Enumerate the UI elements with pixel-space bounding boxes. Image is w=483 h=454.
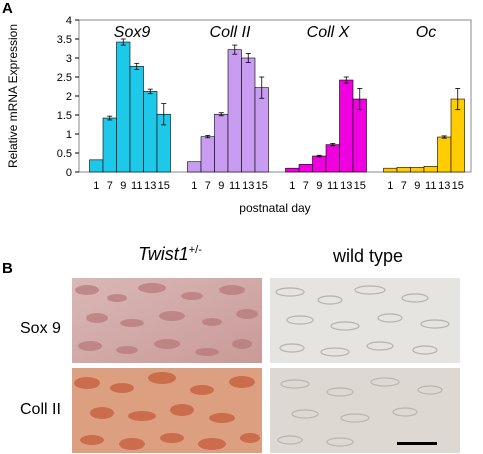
bar xyxy=(89,159,104,173)
x-tick-label: 9 xyxy=(120,180,126,192)
y-tick-label: 1.5 xyxy=(57,110,72,122)
y-tick-label: 0 xyxy=(66,167,72,179)
y-tick-label: 2.5 xyxy=(57,72,72,84)
x-tick-label: 7 xyxy=(107,180,113,192)
x-tick-label: 1 xyxy=(387,180,393,192)
row-label-sox9: Sox 9 xyxy=(20,320,61,337)
bar xyxy=(410,167,425,173)
group-title: Sox9 xyxy=(114,24,151,41)
x-tick-label: 13 xyxy=(242,180,254,192)
bar xyxy=(325,144,340,173)
bar xyxy=(129,66,144,173)
x-tick-label: 13 xyxy=(144,180,156,192)
y-tick-label: 2 xyxy=(66,91,72,103)
panel-a-label: A xyxy=(2,0,13,17)
bar xyxy=(312,155,327,173)
x-tick-label: 11 xyxy=(327,180,338,192)
bar xyxy=(396,167,411,173)
y-tick-label: 1 xyxy=(66,129,72,141)
bar xyxy=(254,87,269,173)
x-tick-label: 1 xyxy=(289,180,295,192)
y-tick-label: 3.5 xyxy=(57,34,72,46)
bar xyxy=(200,136,215,173)
micrograph-twist1-coll-ii xyxy=(72,368,262,453)
bar xyxy=(285,167,300,173)
y-tick-label: 4 xyxy=(66,15,72,27)
bar xyxy=(187,161,202,173)
bar xyxy=(214,113,229,173)
x-tick-label: 15 xyxy=(354,180,366,192)
x-tick-label: 11 xyxy=(131,180,142,192)
bar xyxy=(227,49,242,173)
x-axis-label: postnatal day xyxy=(239,201,310,215)
column-title-wild-type: wild type xyxy=(332,246,404,266)
bar xyxy=(102,117,117,173)
column-title-twist1: Twist1+/- xyxy=(70,244,270,265)
x-tick-label: 9 xyxy=(218,180,224,192)
x-tick-label: 1 xyxy=(93,180,99,192)
bar xyxy=(241,57,256,173)
row-label-coll-ii: Coll II xyxy=(20,401,61,418)
group-title: Oc xyxy=(416,24,436,41)
bar xyxy=(437,136,452,173)
x-tick-label: 9 xyxy=(316,180,322,192)
column-title-twist1-main: Twist1 xyxy=(138,244,189,264)
micrograph-wildtype-sox9 xyxy=(270,278,460,363)
bar xyxy=(383,167,398,173)
group-title: Coll X xyxy=(307,24,351,41)
panel-b-label: B xyxy=(2,260,13,277)
bar xyxy=(298,164,313,173)
bar xyxy=(143,91,158,173)
x-tick-label: 13 xyxy=(340,180,352,192)
x-tick-label: 9 xyxy=(414,180,420,192)
x-tick-label: 11 xyxy=(425,180,436,192)
expression-bar-chart: 0 0.5 1 1.5 2 2.5 3 3.5 4 Relative mRNA Expressio… xyxy=(6,15,472,215)
micrograph-wildtype-coll-ii xyxy=(270,368,460,453)
x-tick-label: 13 xyxy=(438,180,450,192)
column-title-twist1-sup: +/- xyxy=(188,244,202,256)
micrograph-twist1-sox9 xyxy=(72,278,262,363)
bar xyxy=(339,79,354,173)
group-title: Coll II xyxy=(210,24,251,41)
x-tick-label: 7 xyxy=(205,180,211,192)
bar xyxy=(116,41,131,173)
bar xyxy=(423,166,438,173)
scale-bar xyxy=(397,442,437,445)
x-tick-label: 15 xyxy=(256,180,268,192)
y-tick-label: 0.5 xyxy=(57,148,72,160)
x-tick-label: 1 xyxy=(191,180,197,192)
x-tick-label: 7 xyxy=(401,180,407,192)
x-tick-label: 15 xyxy=(158,180,170,192)
x-tick-label: 7 xyxy=(303,180,309,192)
y-axis-label: Relative mRNA Expression xyxy=(6,24,20,168)
x-tick-label: 15 xyxy=(452,180,464,192)
x-tick-label: 11 xyxy=(229,180,240,192)
y-tick-label: 3 xyxy=(66,53,72,65)
